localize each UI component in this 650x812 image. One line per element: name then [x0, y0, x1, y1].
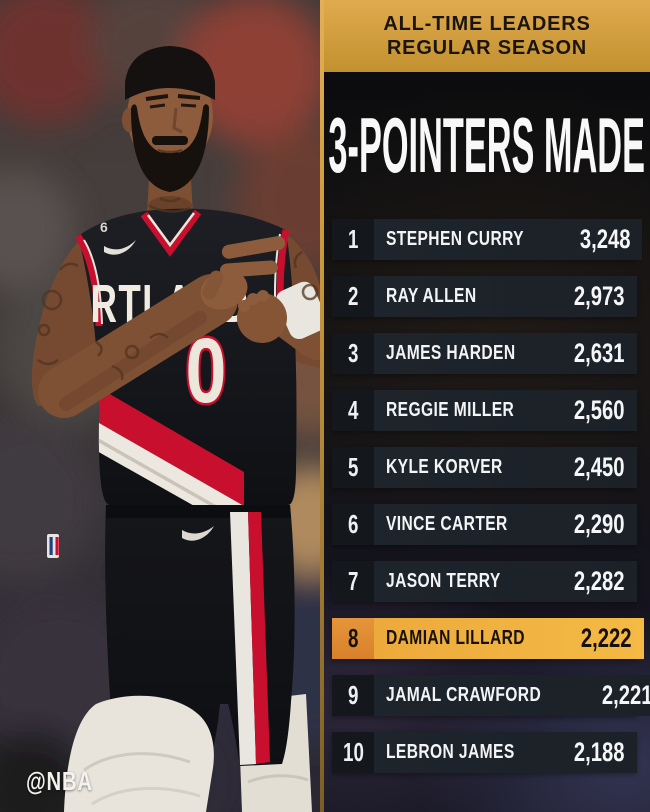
nose — [172, 107, 183, 134]
rank-number: 9 — [347, 680, 359, 710]
player-name: JAMES HARDEN — [386, 342, 516, 364]
neckline-trim — [140, 209, 202, 257]
player-name: LEBRON JAMES — [386, 741, 515, 763]
rank-number: 6 — [347, 509, 359, 539]
leaders-list: 1 STEPHEN CURRY 3,248 2 RAY ALLEN 2,973 … — [332, 219, 650, 773]
rank-number: 10 — [342, 737, 364, 767]
player-name: DAMIAN LILLARD — [386, 627, 525, 649]
player-illustration: RTLAND 0 6 — [0, 0, 320, 812]
rank-number: 1 — [347, 224, 359, 254]
rank-cell: 7 — [332, 561, 374, 602]
title-wrap: 3-POINTERS MADE — [324, 72, 650, 219]
watermark: @NBA — [26, 766, 93, 796]
hair — [125, 46, 215, 100]
leaderboard-row: 9 JAMAL CRAWFORD 2,221 — [332, 675, 650, 716]
eye-right — [180, 103, 197, 108]
player-cell: JASON TERRY 2,282 — [374, 561, 637, 602]
jersey-sash — [78, 336, 244, 505]
player-name: JAMAL CRAWFORD — [386, 684, 542, 706]
leaderboard-row: 1 STEPHEN CURRY 3,248 — [332, 219, 643, 260]
rank-cell: 4 — [332, 390, 374, 431]
leaderboard-panel: ALL-TIME LEADERS REGULAR SEASON 3-POINTE… — [324, 0, 650, 812]
rank-number: 7 — [347, 566, 359, 596]
player-name: VINCE CARTER — [386, 513, 508, 535]
tattoos — [37, 196, 319, 381]
player-value: 2,973 — [574, 281, 625, 311]
leaderboard-row: 3 JAMES HARDEN 2,631 — [332, 333, 637, 374]
shorts-stripe-red — [248, 512, 270, 764]
pointing-hand — [200, 236, 286, 310]
nike-swoosh-icon — [104, 240, 136, 255]
rank-number: 3 — [347, 338, 359, 368]
player-cell: VINCE CARTER 2,290 — [374, 504, 637, 545]
rank-cell: 2 — [332, 276, 374, 317]
player-cell: DAMIAN LILLARD 2,222 — [374, 618, 644, 659]
header-line2: REGULAR SEASON — [386, 37, 588, 59]
rank-cell: 8 — [332, 618, 374, 659]
player-value: 2,282 — [574, 566, 625, 596]
player-cell: RAY ALLEN 2,973 — [374, 276, 637, 317]
rank-cell: 9 — [332, 675, 374, 716]
rank-number: 5 — [347, 452, 359, 482]
page-title: 3-POINTERS MADE — [328, 101, 646, 189]
rank-number: 4 — [347, 395, 359, 425]
player-cell: JAMAL CRAWFORD 2,221 — [374, 675, 650, 716]
player-cell: KYLE KORVER 2,450 — [374, 447, 637, 488]
player-cell: STEPHEN CURRY 3,248 — [374, 219, 643, 260]
player-cell: LEBRON JAMES 2,188 — [374, 732, 637, 773]
rank-cell: 10 — [332, 732, 374, 773]
gold-divider — [320, 0, 324, 812]
player-value: 3,248 — [579, 224, 631, 254]
rank-cell: 5 — [332, 447, 374, 488]
jersey-badge-number: 6 — [100, 219, 108, 235]
nike-swoosh-shorts-icon — [182, 526, 214, 541]
player-value: 2,631 — [574, 338, 625, 368]
index-finger — [221, 236, 286, 259]
player-value: 2,560 — [574, 395, 625, 425]
header-line1: ALL-TIME LEADERS — [383, 12, 591, 35]
waistband — [106, 505, 291, 518]
leaderboard-row: 10 LEBRON JAMES 2,188 — [332, 732, 637, 773]
middle-finger — [219, 260, 278, 278]
rank-cell: 3 — [332, 333, 374, 374]
player-value: 2,188 — [574, 737, 625, 767]
player-cell: JAMES HARDEN 2,631 — [374, 333, 637, 374]
player-value: 2,290 — [574, 509, 625, 539]
leaderboard-row: 6 VINCE CARTER 2,290 — [332, 504, 637, 545]
shorts-stripe-white — [230, 512, 256, 765]
player-value: 2,450 — [574, 452, 625, 482]
player-value: 2,221 — [601, 680, 650, 710]
player-cell: REGGIE MILLER 2,560 — [374, 390, 637, 431]
player-figure: RTLAND 0 6 — [31, 46, 320, 812]
rank-number: 2 — [347, 281, 359, 311]
mouth — [157, 148, 183, 154]
rank-cell: 1 — [332, 219, 374, 260]
player-name: KYLE KORVER — [386, 456, 503, 478]
rank-number: 8 — [347, 623, 359, 653]
player-value: 2,222 — [580, 623, 632, 653]
player-name: STEPHEN CURRY — [386, 228, 524, 250]
player-photo: RTLAND 0 6 — [0, 0, 320, 812]
leaderboard-row: 5 KYLE KORVER 2,450 — [332, 447, 637, 488]
rank-cell: 6 — [332, 504, 374, 545]
player-name: JASON TERRY — [386, 570, 501, 592]
leaderboard-row: 2 RAY ALLEN 2,973 — [332, 276, 637, 317]
head — [122, 46, 215, 192]
eye-left — [149, 103, 166, 109]
leaderboard-row: 8 DAMIAN LILLARD 2,222 — [332, 618, 644, 659]
nba-logo-patch — [47, 534, 59, 558]
leaderboard-row: 4 REGGIE MILLER 2,560 — [332, 390, 637, 431]
leaderboard-row: 7 JASON TERRY 2,282 — [332, 561, 637, 602]
player-name: RAY ALLEN — [386, 285, 477, 307]
player-name: REGGIE MILLER — [386, 399, 515, 421]
header-band: ALL-TIME LEADERS REGULAR SEASON — [324, 0, 650, 72]
